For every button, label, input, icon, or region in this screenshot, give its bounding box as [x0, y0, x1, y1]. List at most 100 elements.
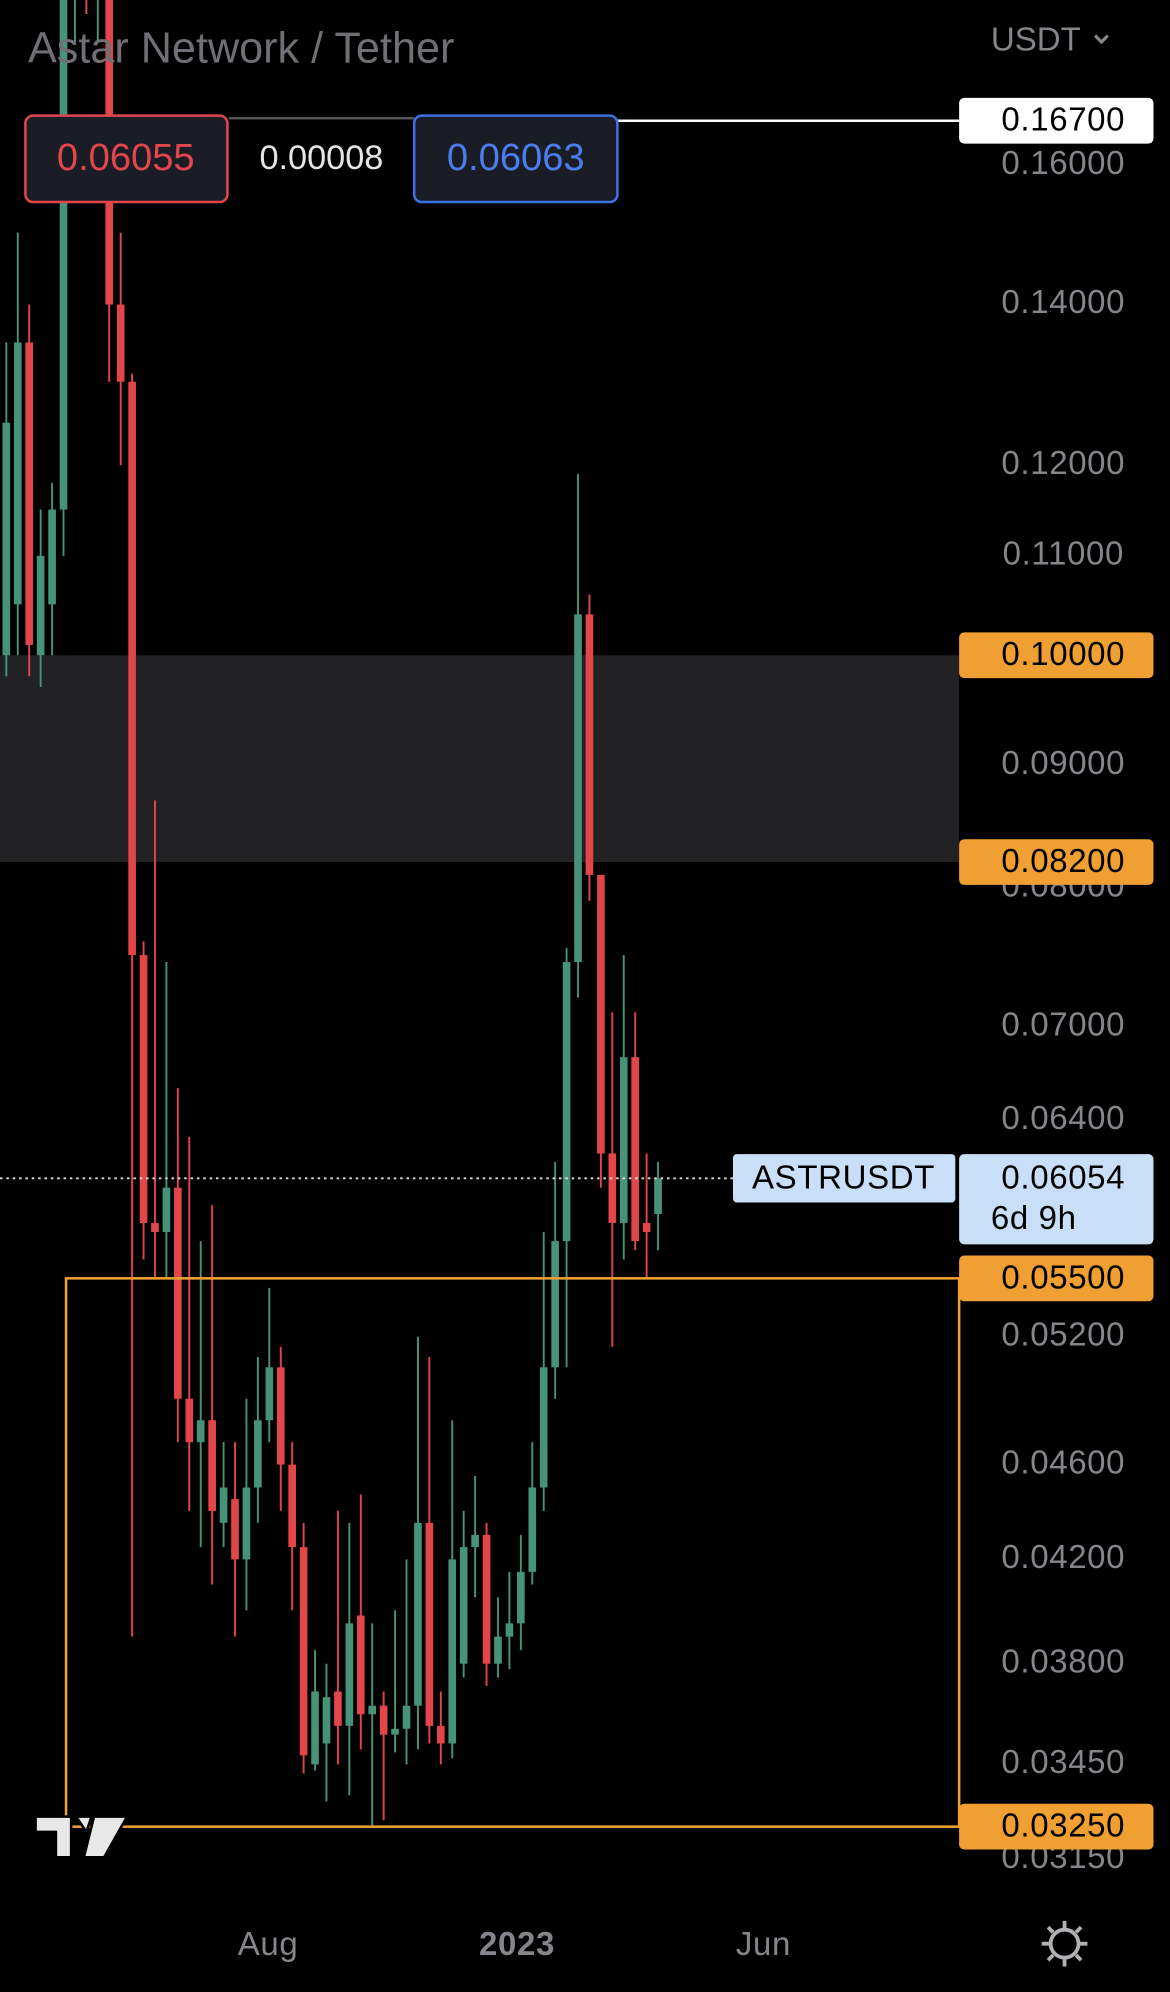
- candle-body: [162, 1187, 171, 1233]
- candle-body: [185, 1398, 194, 1443]
- candle-body: [231, 1499, 239, 1560]
- candle-body: [13, 342, 22, 605]
- spread: 0.00008: [259, 139, 383, 177]
- level-tag: [959, 1803, 1154, 1850]
- candle-body: [494, 1636, 502, 1664]
- candle-body: [242, 1487, 251, 1560]
- y-tick-label: 0.09000: [1001, 744, 1125, 781]
- candle-body: [322, 1697, 331, 1744]
- level-tag: [959, 1255, 1154, 1302]
- candle-body: [254, 1420, 262, 1488]
- candle-body: [631, 1057, 639, 1242]
- level-label: 0.16700: [1001, 101, 1125, 138]
- level-tag: [959, 632, 1154, 679]
- y-tick-label: 0.07000: [1001, 1006, 1125, 1043]
- level-tag: [959, 839, 1154, 885]
- candle-body: [265, 1367, 274, 1421]
- candle-body: [574, 614, 582, 963]
- candle-body: [25, 342, 34, 645]
- candle-body: [517, 1571, 525, 1624]
- candle-body: [379, 1705, 388, 1735]
- candle-body: [482, 1534, 491, 1664]
- candle-body: [608, 1153, 617, 1223]
- level-label: 0.08200: [1001, 842, 1125, 879]
- candle-body: [276, 1367, 285, 1465]
- candle-body: [299, 1547, 308, 1756]
- last-price-tag: [959, 1154, 1154, 1245]
- y-tick-label: 0.04600: [1001, 1443, 1125, 1480]
- candle-body: [528, 1487, 537, 1572]
- candle-body: [311, 1691, 319, 1765]
- candle-body: [539, 1367, 548, 1488]
- currency[interactable]: USDT: [991, 21, 1081, 58]
- x-tick-label: 2023: [479, 1925, 555, 1962]
- y-tick-label: 0.12000: [1001, 444, 1125, 481]
- y-tick-label: 0.16000: [1001, 144, 1125, 181]
- candle-body: [619, 1057, 628, 1223]
- candle-body: [654, 1178, 662, 1215]
- candle-body: [48, 509, 56, 605]
- chart-title: Astar Network / Tether: [28, 24, 454, 72]
- x-tick-label: Jun: [736, 1925, 791, 1962]
- y-tick-label: 0.06400: [1001, 1099, 1125, 1136]
- y-tick-label: 0.05200: [1001, 1316, 1125, 1353]
- bid-price[interactable]: 0.06055: [57, 137, 195, 179]
- candle-body: [585, 614, 594, 875]
- zone: [0, 655, 960, 863]
- candle-body: [597, 874, 605, 1154]
- currency-selector[interactable]: USDT: [991, 21, 1109, 58]
- candle-body: [151, 1222, 159, 1233]
- candle-body: [459, 1547, 468, 1664]
- candle-body: [208, 1420, 216, 1511]
- last-price-label: 0.06054: [1001, 1158, 1125, 1195]
- candle-body: [139, 955, 148, 1223]
- ask-box[interactable]: [412, 114, 619, 204]
- candle-body: [505, 1623, 514, 1637]
- candle-body: [425, 1522, 434, 1726]
- symbol-label: ASTRUSDT: [752, 1158, 935, 1195]
- candle-body: [551, 1241, 559, 1368]
- level-tag: [959, 97, 1154, 144]
- gear-ring[interactable]: [1048, 1927, 1081, 1960]
- candle-body: [391, 1728, 399, 1735]
- candle-body: [368, 1705, 377, 1715]
- y-tick-label: 0.04200: [1001, 1538, 1125, 1575]
- ask-price[interactable]: 0.06063: [447, 137, 585, 179]
- candle-body: [642, 1222, 651, 1233]
- plot-area: 0.16000 0.14000 0.12000 0.11000 0.10000 0.090…: [0, 0, 1154, 1962]
- symbol-tag: [732, 1154, 956, 1203]
- candle-body: [414, 1522, 422, 1706]
- candle-body: [219, 1487, 228, 1523]
- y-tick-label: 0.11000: [1003, 535, 1124, 572]
- logo-shape: [34, 1815, 130, 1859]
- candle-body: [562, 962, 571, 1242]
- candle-body: [2, 422, 11, 656]
- bid-box[interactable]: [24, 114, 229, 204]
- candle-body: [128, 381, 136, 956]
- candle-body: [471, 1534, 479, 1548]
- candle-body: [356, 1615, 365, 1715]
- y-tick-label: 0.03450: [1001, 1743, 1125, 1780]
- candle-body: [345, 1623, 354, 1726]
- candle-body: [437, 1725, 445, 1744]
- range-box: [64, 1277, 961, 1828]
- candle-body: [402, 1705, 411, 1729]
- candle-body: [174, 1187, 182, 1399]
- candle-body: [334, 1691, 342, 1726]
- candle-body: [196, 1420, 205, 1443]
- tradingview-logo: [34, 1815, 130, 1859]
- level-label: 0.03250: [1001, 1807, 1125, 1844]
- chevron[interactable]: [1093, 34, 1109, 45]
- candle-body: [448, 1559, 457, 1744]
- countdown-label: 6d 9h: [991, 1199, 1077, 1236]
- candle-body: [288, 1464, 296, 1548]
- candle-body: [59, 0, 68, 510]
- x-tick-label: Aug: [238, 1925, 299, 1962]
- candle-body: [36, 555, 45, 656]
- level-label: 0.05500: [1001, 1258, 1125, 1295]
- candle-body: [116, 304, 125, 382]
- level-label: 0.10000: [1001, 635, 1125, 672]
